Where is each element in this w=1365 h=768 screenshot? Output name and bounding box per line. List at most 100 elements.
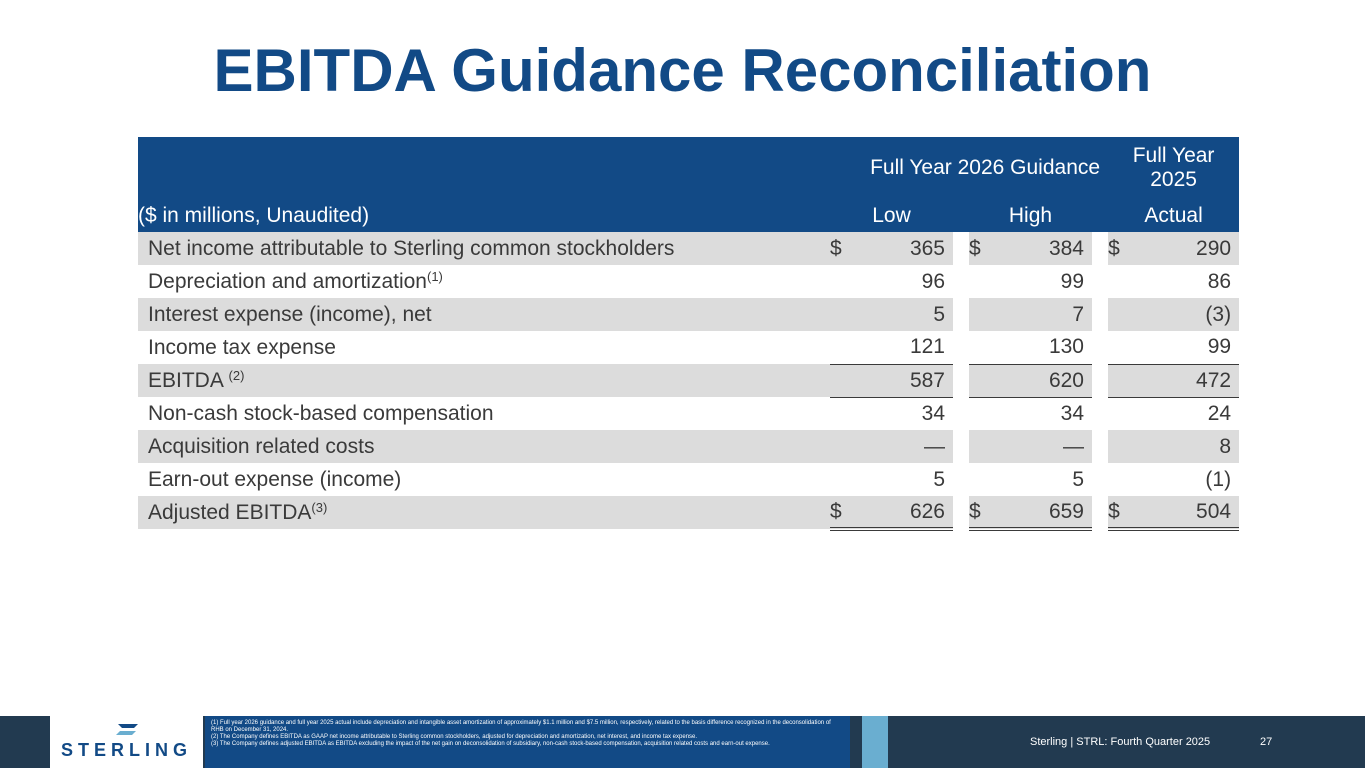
row-label: EBITDA (2) xyxy=(138,364,830,397)
column-gap xyxy=(953,364,969,397)
column-gap xyxy=(953,298,969,331)
dollar-sign xyxy=(830,430,852,463)
actual-value: 24 xyxy=(1130,397,1240,430)
actual-value: 290 xyxy=(1130,232,1240,265)
logo-mark-icon xyxy=(116,724,138,735)
footer-bar: STERLING (1) Full year 2026 guidance and… xyxy=(0,716,1365,768)
dollar-sign xyxy=(1108,364,1131,398)
row-label-text: EBITDA xyxy=(148,368,229,392)
high-value: 99 xyxy=(991,265,1092,298)
table-row: Acquisition related costs — — 8 xyxy=(138,430,1240,463)
column-gap xyxy=(953,232,969,265)
column-gap xyxy=(1092,463,1109,496)
header-high: High xyxy=(969,199,1092,232)
header-low: Low xyxy=(830,199,953,232)
high-value: 659 xyxy=(991,496,1092,531)
low-value: 365 xyxy=(852,232,953,265)
low-value: 587 xyxy=(852,364,953,398)
dollar-sign xyxy=(830,331,852,365)
column-gap xyxy=(1092,265,1109,298)
column-gap xyxy=(953,397,969,430)
dollar-sign: $ xyxy=(830,496,852,531)
table-row: Earn-out expense (income) 5 5 (1) xyxy=(138,463,1240,496)
dollar-sign xyxy=(1108,463,1131,496)
dollar-sign xyxy=(969,430,991,463)
high-value: 5 xyxy=(991,463,1092,496)
table-row: EBITDA (2) 587 620 472 xyxy=(138,364,1240,398)
dollar-sign: $ xyxy=(969,496,991,531)
dollar-sign xyxy=(969,331,991,365)
column-gap xyxy=(1092,331,1109,364)
dollar-sign xyxy=(969,298,991,331)
actual-value: (1) xyxy=(1130,463,1240,496)
dollar-sign xyxy=(830,463,852,496)
high-value: — xyxy=(991,430,1092,463)
row-label: Interest expense (income), net xyxy=(138,298,830,331)
low-value: 5 xyxy=(852,298,953,331)
low-value: 5 xyxy=(852,463,953,496)
row-label: Earn-out expense (income) xyxy=(138,463,830,496)
footnote-marker: (2) xyxy=(228,367,245,383)
table-row: Adjusted EBITDA(3) $626 $659 $504 xyxy=(138,496,1240,531)
dollar-sign: $ xyxy=(830,232,852,265)
page-title: EBITDA Guidance Reconciliation xyxy=(213,37,1152,104)
dollar-sign xyxy=(830,298,852,331)
table-row: Non-cash stock-based compensation 34 34 24 xyxy=(138,397,1240,430)
dollar-sign xyxy=(830,397,852,430)
dollar-sign xyxy=(830,265,852,298)
table-row: Net income attributable to Sterling comm… xyxy=(138,232,1240,265)
dollar-sign xyxy=(969,463,991,496)
dollar-sign xyxy=(969,265,991,298)
table-row: Depreciation and amortization(1) 96 99 86 xyxy=(138,265,1240,298)
footnotes-panel: (1) Full year 2026 guidance and full yea… xyxy=(205,716,850,768)
dollar-sign: $ xyxy=(1108,496,1131,531)
row-label-text: Acquisition related costs xyxy=(148,434,375,458)
logo-text: STERLING xyxy=(60,740,192,760)
column-gap xyxy=(1092,232,1109,265)
column-gap xyxy=(953,463,969,496)
dollar-sign: $ xyxy=(1108,232,1131,265)
accent-block xyxy=(862,716,888,768)
header-actual: Actual xyxy=(1108,199,1240,232)
row-label-text: Net income attributable to Sterling comm… xyxy=(148,236,675,260)
row-label-text: Interest expense (income), net xyxy=(148,302,432,326)
dollar-sign xyxy=(1108,430,1131,463)
actual-value: 504 xyxy=(1130,496,1240,531)
actual-value: 8 xyxy=(1130,430,1240,463)
column-gap xyxy=(953,496,969,529)
high-value: 620 xyxy=(991,364,1092,398)
row-label-text: Earn-out expense (income) xyxy=(148,467,402,491)
header-guidance: Full Year 2026 Guidance xyxy=(830,137,1109,199)
column-gap xyxy=(1092,430,1109,463)
row-label: Net income attributable to Sterling comm… xyxy=(138,232,830,265)
low-value: 626 xyxy=(852,496,953,531)
dollar-sign: $ xyxy=(969,232,991,265)
dollar-sign xyxy=(1108,397,1131,430)
column-gap xyxy=(953,265,969,298)
column-gap xyxy=(1092,364,1109,397)
column-gap xyxy=(1092,496,1109,529)
low-value: 121 xyxy=(852,331,953,365)
row-label-text: Income tax expense xyxy=(148,335,336,359)
footnote-2: (2) The Company defines EBITDA as GAAP n… xyxy=(211,734,698,740)
low-value: — xyxy=(852,430,953,463)
header-blank xyxy=(138,137,830,199)
row-label: Income tax expense xyxy=(138,331,830,364)
dollar-sign xyxy=(1108,298,1131,331)
row-label-text: Non-cash stock-based compensation xyxy=(148,401,494,425)
row-label-text: Adjusted EBITDA xyxy=(148,500,312,524)
column-gap xyxy=(1092,298,1109,331)
dollar-sign xyxy=(969,364,991,398)
page-number: 27 xyxy=(1260,736,1273,748)
table-row: Income tax expense 121 130 99 xyxy=(138,331,1240,365)
table-row: Interest expense (income), net 5 7 (3) xyxy=(138,298,1240,331)
high-value: 384 xyxy=(991,232,1092,265)
actual-value: (3) xyxy=(1130,298,1240,331)
header-description: ($ in millions, Unaudited) xyxy=(138,199,830,232)
column-gap xyxy=(953,430,969,463)
column-gap xyxy=(1092,397,1109,430)
low-value: 96 xyxy=(852,265,953,298)
column-gap xyxy=(953,331,969,364)
row-label-text: Depreciation and amortization xyxy=(148,269,427,293)
row-label: Acquisition related costs xyxy=(138,430,830,463)
